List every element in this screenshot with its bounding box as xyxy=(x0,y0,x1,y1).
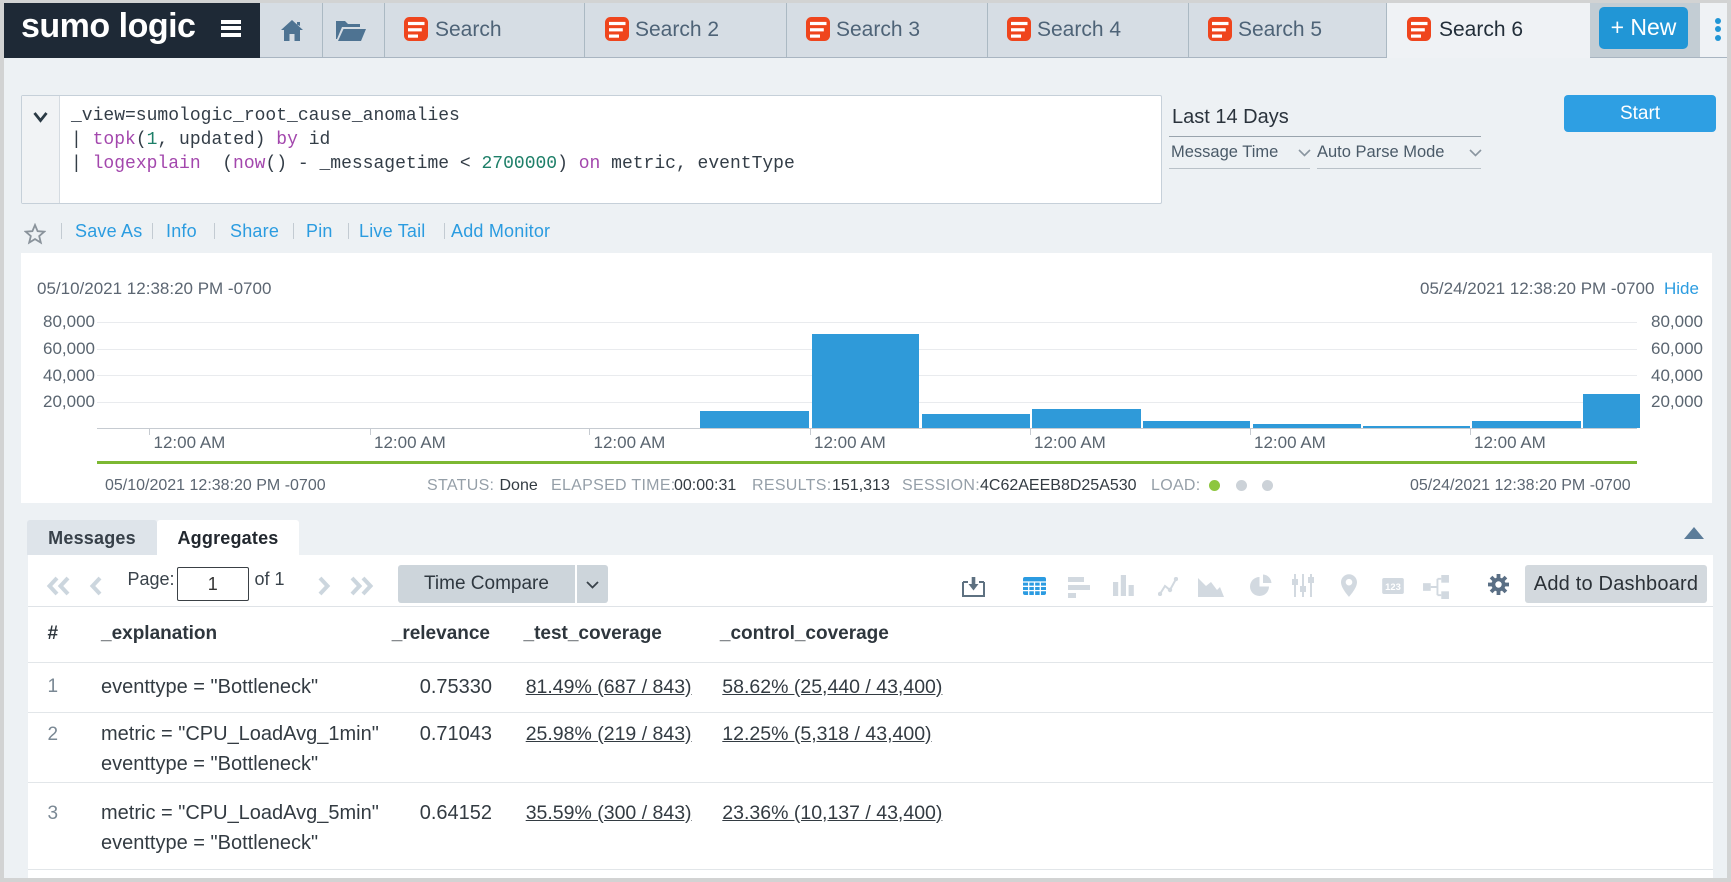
svg-text:123: 123 xyxy=(1385,580,1401,591)
